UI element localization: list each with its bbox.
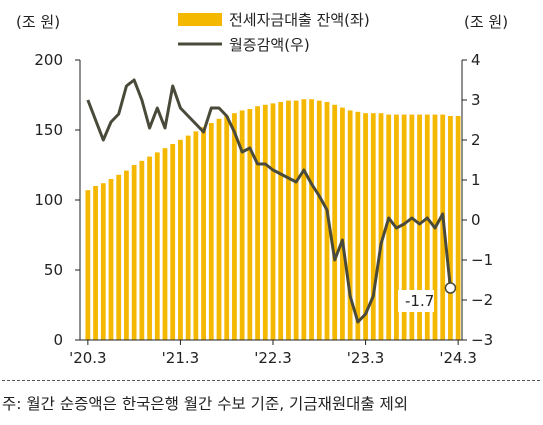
x-axis-ticks: '20.3 '21.3 '22.3 '23.3 '24.3: [69, 340, 477, 367]
bar: [417, 114, 422, 340]
x-tick-label: '24.3: [439, 349, 477, 367]
x-tick-label: '20.3: [69, 349, 107, 367]
bar: [386, 114, 392, 340]
x-tick-label: '23.3: [347, 349, 385, 367]
bar: [316, 100, 322, 340]
bar: [286, 100, 291, 340]
line-series: [86, 78, 452, 324]
bar: [85, 190, 91, 340]
bar: [293, 100, 299, 340]
bar: [247, 109, 253, 340]
bar: [170, 144, 176, 340]
right-tick-label: 0: [471, 211, 481, 229]
x-tick-label: '21.3: [162, 349, 200, 367]
bar: [154, 152, 160, 340]
bar: [301, 99, 307, 340]
bar: [147, 156, 152, 340]
right-tick-label: 3: [471, 91, 481, 109]
bar: [363, 113, 368, 340]
bar: [208, 123, 214, 340]
legend-bar-label: 전세자금대출 잔액(좌): [229, 11, 370, 29]
bar: [409, 114, 415, 340]
bar: [232, 113, 237, 340]
bar: [216, 118, 222, 340]
bar: [455, 116, 461, 340]
line-series-group: [86, 78, 452, 324]
right-tick-label: 4: [471, 51, 481, 69]
bar: [401, 114, 407, 340]
right-tick-label: 2: [471, 131, 481, 149]
footnote-divider: [2, 380, 540, 381]
annotation: -1.7: [398, 282, 457, 312]
bar: [108, 179, 114, 340]
left-unit-label: (조 원): [16, 13, 60, 31]
bar: [93, 186, 98, 340]
bar: [309, 99, 314, 340]
annotation-label: -1.7: [405, 292, 434, 310]
left-tick-label: 150: [34, 121, 63, 139]
bar: [178, 139, 183, 340]
left-axis-ticks: 0 50 100 150 200: [34, 51, 80, 349]
right-axis-ticks: −3 −2 −1 0 1 2 3 4: [462, 51, 493, 349]
left-tick-label: 50: [44, 261, 63, 279]
bar: [340, 107, 345, 340]
bar: [255, 106, 260, 340]
bar: [193, 131, 199, 340]
left-tick-label: 0: [53, 331, 63, 349]
right-unit-label: (조 원): [464, 13, 508, 31]
bar: [116, 174, 122, 340]
x-tick-label: '22.3: [254, 349, 292, 367]
bar: [100, 183, 106, 340]
bar: [185, 135, 191, 340]
bar: [139, 160, 145, 340]
bar: [162, 148, 168, 340]
legend-bar-swatch: [178, 13, 222, 26]
bar: [270, 103, 276, 341]
left-tick-label: 200: [34, 51, 63, 69]
footnote: 주: 월간 순증액은 한국은행 월간 수보 기준, 기금재원대출 제외: [2, 395, 409, 413]
bar: [224, 116, 230, 340]
bar: [201, 127, 206, 340]
bar: [324, 102, 330, 340]
bar: [332, 104, 338, 340]
right-tick-label: −1: [471, 251, 493, 269]
bar: [424, 114, 430, 340]
bar: [355, 111, 361, 340]
bar: [378, 113, 384, 340]
right-tick-label: 1: [471, 171, 481, 189]
bar: [370, 113, 376, 340]
bar: [347, 110, 353, 341]
annotation-marker: [444, 282, 457, 294]
right-tick-label: −2: [471, 291, 493, 309]
right-tick-label: −3: [471, 331, 493, 349]
bar: [262, 104, 268, 340]
bar: [124, 170, 129, 340]
legend: 전세자금대출 잔액(좌) 월증감액(우): [178, 11, 370, 54]
chart: 0 50 100 150 200 −3 −2 −1 0 1 2 3 4 '20.3 '21.3 '22.3…: [16, 11, 508, 367]
legend-line-label: 월증감액(우): [229, 36, 310, 54]
bar: [239, 110, 245, 341]
bar: [131, 165, 137, 340]
left-tick-label: 100: [34, 191, 63, 209]
bar: [448, 116, 453, 340]
annotation-box: [398, 290, 434, 312]
bar: [278, 102, 284, 340]
